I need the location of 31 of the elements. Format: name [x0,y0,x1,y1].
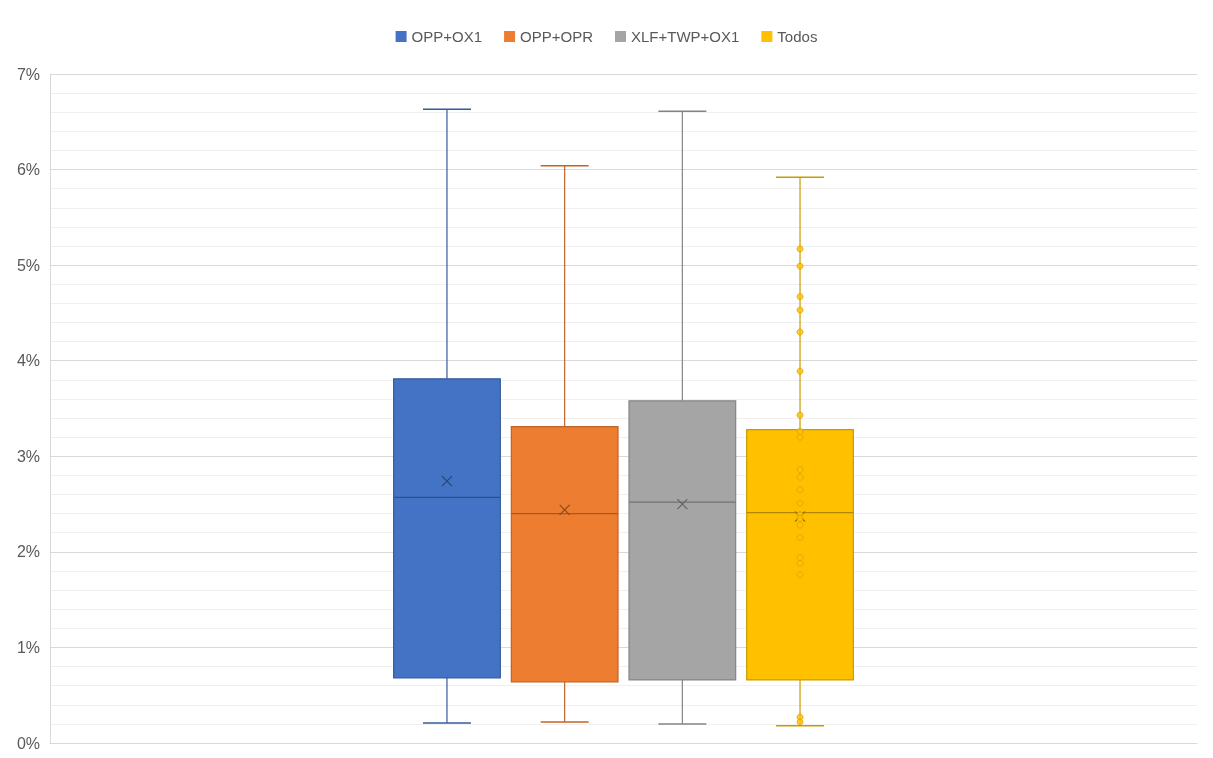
point [796,433,804,441]
legend-label: Todos [777,28,818,45]
legend-label: XLF+TWP+OX1 [631,28,740,45]
y-tick-label: 4% [16,352,40,370]
point [796,499,804,507]
point [796,367,804,375]
y-tick-label: 6% [16,161,40,179]
point [796,427,804,435]
y-tick-label: 2% [16,543,40,561]
legend-label: OPP+OX1 [411,28,483,45]
legend-label: OPP+OPR [520,28,594,45]
point [796,411,804,419]
point [796,559,804,567]
point [796,293,804,301]
point [796,486,804,494]
y-tick-label: 0% [16,734,40,752]
y-tick-label: 1% [16,638,40,656]
y-tick-label: 7% [16,65,40,83]
point [796,262,804,270]
point [796,554,804,562]
point [796,571,804,579]
point [796,473,804,481]
point [796,306,804,314]
point [796,466,804,474]
point [796,328,804,336]
y-tick-label: 5% [16,256,40,274]
point [796,245,804,253]
point [796,534,804,542]
point [796,521,804,529]
y-tick-label: 3% [16,447,40,465]
point [796,718,804,726]
